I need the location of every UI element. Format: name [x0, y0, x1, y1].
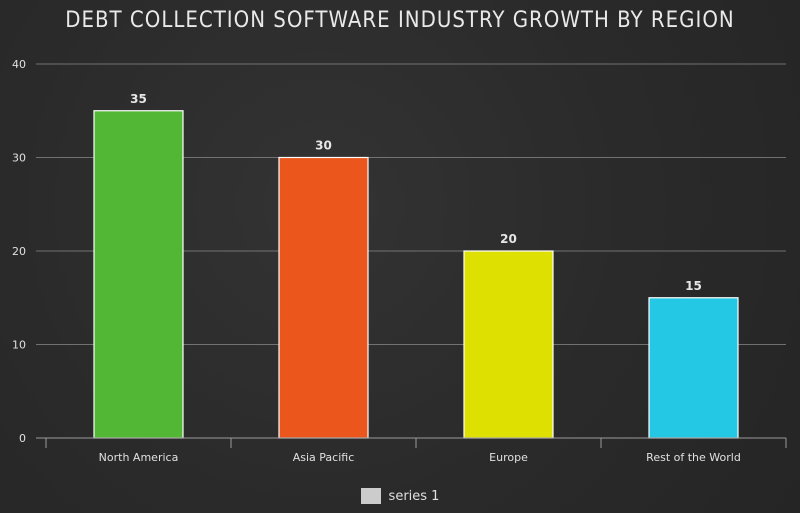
y-tick-label: 20 — [12, 245, 26, 258]
y-tick-label: 40 — [12, 58, 26, 71]
legend: series 1 — [0, 488, 800, 504]
bar-value-label: 35 — [130, 92, 147, 106]
y-axis-ticks: 0 10 20 30 40 — [12, 58, 26, 445]
chart-title: DEBT COLLECTION SOFTWARE INDUSTRY GROWTH… — [65, 8, 735, 33]
bar-value-label: 20 — [500, 232, 517, 246]
x-axis — [36, 437, 787, 448]
x-axis-labels: North America Asia Pacific Europe Rest of t… — [99, 451, 741, 464]
bars — [93, 110, 739, 439]
x-category-label: Rest of the World — [646, 451, 741, 464]
y-tick-label: 30 — [12, 152, 26, 165]
bar[interactable] — [93, 110, 184, 439]
legend-swatch[interactable] — [360, 488, 381, 504]
data-labels: 35 30 20 15 — [130, 92, 702, 293]
bar[interactable] — [463, 250, 554, 439]
bar-value-label: 30 — [315, 139, 332, 153]
y-tick-label: 10 — [12, 339, 26, 352]
bar[interactable] — [278, 156, 369, 439]
legend-label-series-1[interactable]: series 1 — [388, 488, 440, 504]
bar-value-label: 15 — [685, 279, 702, 293]
x-category-label: North America — [99, 451, 179, 464]
y-tick-label: 0 — [19, 432, 26, 445]
x-category-label: Asia Pacific — [293, 451, 355, 464]
x-category-label: Europe — [489, 451, 528, 464]
bar[interactable] — [648, 297, 739, 439]
